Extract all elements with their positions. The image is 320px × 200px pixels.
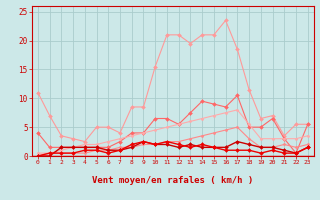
X-axis label: Vent moyen/en rafales ( km/h ): Vent moyen/en rafales ( km/h ) <box>92 176 253 185</box>
